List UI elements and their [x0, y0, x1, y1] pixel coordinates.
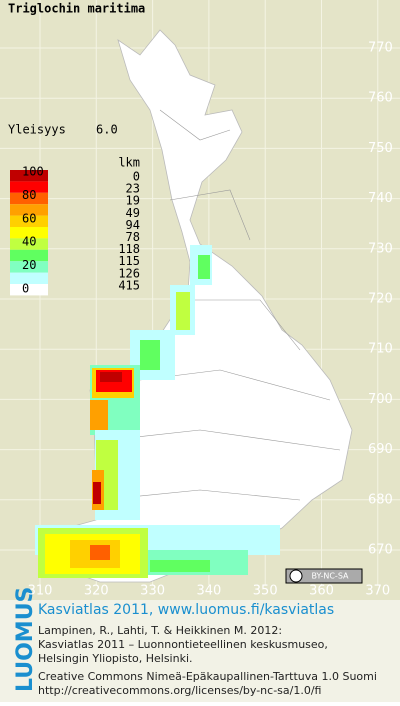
x-grid-label: 330: [140, 584, 165, 599]
link[interactable]: Kasviatlas 2011, www.luomus.fi/kasviatla…: [38, 602, 334, 618]
y-grid-label: 670: [368, 543, 393, 558]
legend-swatch: [10, 192, 48, 205]
x-grid-label: 310: [28, 584, 53, 599]
license-badge-text: BY-NC-SA: [311, 572, 349, 581]
legend-swatch: [10, 227, 48, 239]
legend-swatch: [10, 170, 48, 182]
count-header: lkm: [118, 156, 140, 170]
y-grid-label: 770: [368, 41, 393, 56]
legend-swatch: [10, 272, 48, 284]
scale-label: 80: [22, 188, 36, 202]
y-grid-label: 710: [368, 342, 393, 357]
frequency-label: Yleisyys: [8, 123, 66, 137]
scale-label: 100: [22, 165, 44, 179]
citation-line: Lampinen, R., Lahti, T. & Heikkinen M. 2…: [38, 624, 282, 637]
x-grid-label: 360: [309, 584, 334, 599]
y-grid-label: 730: [368, 241, 393, 256]
legend-swatch: [10, 249, 48, 262]
y-grid-label: 760: [368, 91, 393, 106]
scale-label: 40: [22, 235, 36, 249]
scale-label: 20: [22, 258, 36, 272]
legend-swatch: [10, 238, 48, 250]
citation-line: Kasviatlas 2011 – Luonnontieteellinen ke…: [38, 638, 328, 651]
count-label: 19: [126, 194, 140, 208]
count-label: 415: [118, 278, 140, 292]
x-grid-label: 320: [84, 584, 109, 599]
legend-swatch: [10, 181, 48, 193]
y-grid-label: 750: [368, 141, 393, 156]
footer-text: Lampinen, R., Lahti, T. & Heikkinen M. 2…: [38, 624, 377, 697]
legend-swatch: [10, 215, 48, 227]
count-label: 0: [133, 170, 140, 184]
x-grid-label: 350: [253, 584, 278, 599]
legend-swatch: [10, 284, 48, 296]
count-label: 126: [118, 266, 140, 280]
legend-swatch: [10, 204, 48, 216]
license-badge: BY-NC-SA: [285, 568, 363, 584]
count-label: 94: [126, 218, 140, 232]
count-label: 23: [126, 182, 140, 196]
count-label: 78: [126, 230, 140, 244]
y-grid-label: 690: [368, 442, 393, 457]
count-label: 115: [118, 254, 140, 268]
x-grid-label: 340: [196, 584, 221, 599]
y-grid-label: 700: [368, 392, 393, 407]
frequency-value: 6.0: [96, 123, 118, 137]
count-label: 118: [118, 242, 140, 256]
count-label: 49: [126, 206, 140, 220]
legend-swatch: [10, 261, 48, 273]
occurrence-cells: [35, 245, 280, 578]
footer-background: [0, 600, 400, 702]
logo: LUOMUS: [13, 587, 38, 692]
scale-label: 0: [22, 282, 29, 296]
y-grid-label: 720: [368, 292, 393, 307]
scale-label: 60: [22, 211, 36, 225]
species-title: Triglochin maritima: [8, 2, 145, 16]
x-grid-label: 370: [365, 584, 390, 599]
y-grid-label: 680: [368, 492, 393, 507]
license-line: http://creativecommons.org/licenses/by-n…: [38, 684, 321, 697]
y-grid-label: 740: [368, 191, 393, 206]
citation-line: Helsingin Yliopisto, Helsinki.: [38, 652, 193, 665]
license-line: Creative Commons Nimeä-Epäkaupallinen-Ta…: [38, 670, 377, 683]
